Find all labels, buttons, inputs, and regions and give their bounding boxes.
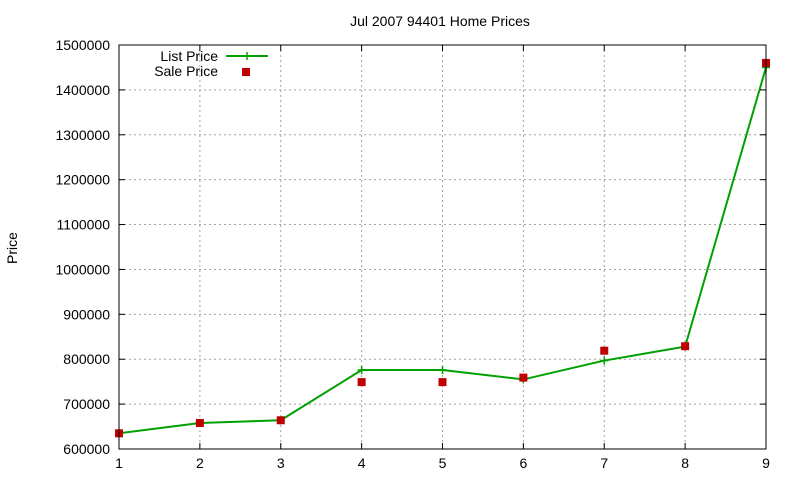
y-tick-label: 1200000 [55, 172, 110, 188]
y-tick-label: 800000 [63, 351, 110, 367]
x-tick-label: 4 [358, 455, 366, 471]
legend-label-list-price: List Price [160, 48, 218, 64]
sale-price-point [276, 416, 285, 425]
y-tick-label: 1400000 [55, 82, 110, 98]
sale-price-point [438, 378, 447, 387]
y-tick-label: 1500000 [55, 37, 110, 53]
sale-price-point [357, 378, 366, 387]
y-tick-label: 700000 [63, 396, 110, 412]
y-tick-label: 1000000 [55, 261, 110, 277]
list-price-point [600, 356, 609, 365]
x-tick-label: 1 [115, 455, 123, 471]
legend-marker-list-price [243, 52, 251, 60]
x-tick-label: 5 [439, 455, 447, 471]
sale-price-point [600, 346, 609, 355]
y-tick-label: 600000 [63, 441, 110, 457]
legend-label-sale-price: Sale Price [154, 63, 218, 79]
sale-price-point [519, 373, 528, 382]
x-tick-label: 7 [600, 455, 608, 471]
chart-title: Jul 2007 94401 Home Prices [350, 13, 530, 29]
legend-marker-sale-price [242, 68, 250, 76]
y-tick-label: 900000 [63, 306, 110, 322]
y-axis-label: Price [4, 232, 20, 264]
sale-price-point [681, 342, 690, 351]
ticks: 6000007000008000009000001000000110000012… [55, 37, 770, 471]
y-tick-label: 1300000 [55, 127, 110, 143]
grid [119, 45, 766, 449]
sale-price-point [195, 418, 204, 427]
x-tick-label: 8 [681, 455, 689, 471]
x-tick-label: 6 [519, 455, 527, 471]
list-price-point [357, 365, 366, 374]
x-tick-label: 2 [196, 455, 204, 471]
x-tick-label: 9 [762, 455, 770, 471]
y-tick-label: 1100000 [57, 217, 111, 233]
list-price-point [438, 365, 447, 374]
x-tick-label: 3 [277, 455, 285, 471]
